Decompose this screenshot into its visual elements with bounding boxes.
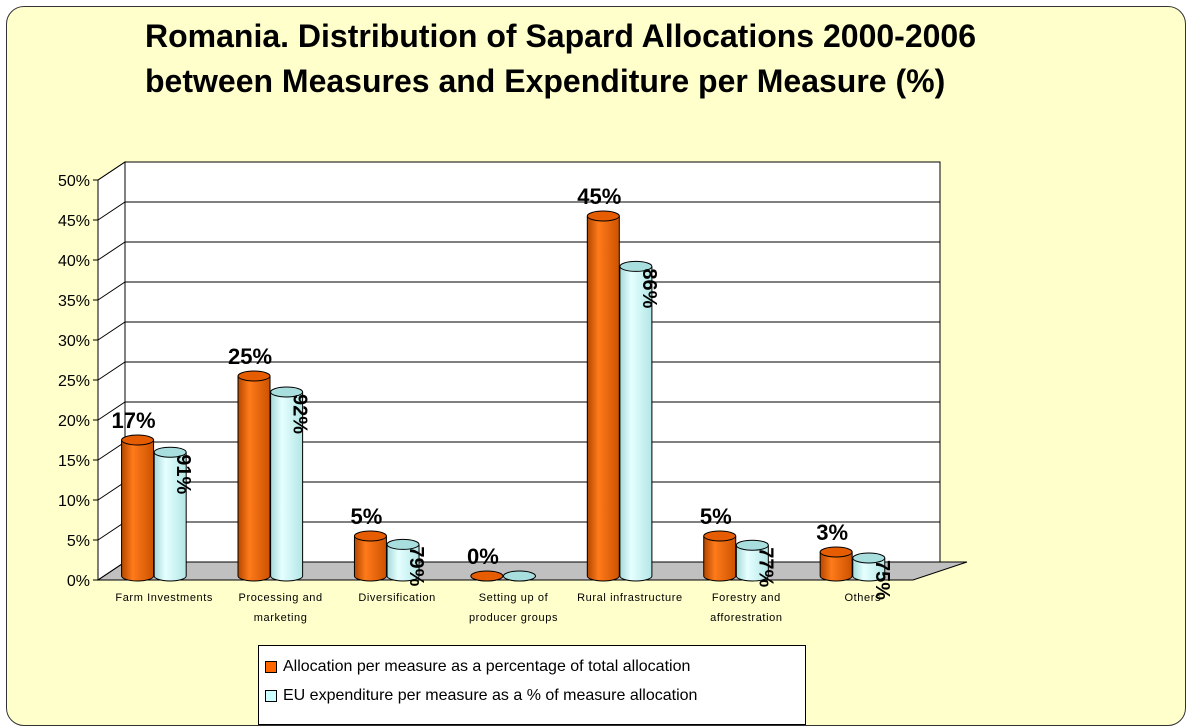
bar-cap xyxy=(735,539,769,551)
x-tick-label: Rural infrastructure xyxy=(577,592,683,604)
data-label: 17% xyxy=(112,408,156,433)
bar xyxy=(386,538,420,582)
y-tick-label: 0% xyxy=(67,573,90,590)
bar-cap xyxy=(586,210,620,222)
x-tick-label: Farm Investments xyxy=(115,592,214,604)
bar-outline xyxy=(270,392,304,582)
bar-outline xyxy=(586,216,620,582)
x-tick-label: Setting up of producer groups xyxy=(468,592,559,624)
bar xyxy=(852,552,886,582)
data-label: 79% xyxy=(405,546,427,586)
bar-cap xyxy=(386,538,420,550)
bar-cap xyxy=(270,386,304,398)
y-tick-label: 35% xyxy=(58,293,90,310)
data-label: 91% xyxy=(172,454,194,494)
bar xyxy=(703,530,737,582)
bar xyxy=(819,546,853,582)
bar-cap xyxy=(703,530,737,542)
y-tick-label: 40% xyxy=(58,253,90,270)
bar-cap xyxy=(619,260,653,272)
legend-item: Allocation per measure as a percentage o… xyxy=(259,652,805,681)
y-tick-label: 25% xyxy=(58,373,90,390)
data-label: 3% xyxy=(816,520,848,545)
bar-outline xyxy=(121,440,155,582)
bar-cap xyxy=(852,552,886,564)
data-label: 86% xyxy=(638,268,660,308)
bar xyxy=(502,570,536,582)
data-label: 92% xyxy=(289,394,311,434)
y-tick-label: 50% xyxy=(58,173,90,190)
bar xyxy=(121,434,155,582)
data-label: 0% xyxy=(467,544,499,569)
bar-outline xyxy=(735,545,769,582)
x-tick-label: Forestry and afforestration xyxy=(710,592,783,624)
y-tick-label: 5% xyxy=(67,533,90,550)
x-tick-label: Others xyxy=(844,592,882,604)
y-tick-label: 15% xyxy=(58,453,90,470)
data-label: 75% xyxy=(871,560,893,600)
bar-outline xyxy=(703,536,737,582)
legend-swatch xyxy=(265,689,277,702)
bar-cap xyxy=(819,546,853,558)
grid-line xyxy=(97,401,940,421)
grid-line xyxy=(97,281,940,301)
bar xyxy=(586,210,620,582)
bar-outline xyxy=(386,544,420,582)
data-label: 45% xyxy=(577,184,621,209)
bar-outline xyxy=(852,558,886,582)
bar-cap xyxy=(502,570,536,582)
bar xyxy=(619,260,653,582)
bar xyxy=(735,539,769,582)
bar xyxy=(353,530,387,582)
grid-line xyxy=(97,161,940,181)
legend-label: EU expenditure per measure as a % of mea… xyxy=(283,686,698,704)
bar xyxy=(153,446,187,582)
x-tick-label: Processing and marketing xyxy=(238,592,323,624)
grid-line xyxy=(97,321,940,341)
bar-cap xyxy=(237,370,271,382)
legend-item: EU expenditure per measure as a % of mea… xyxy=(259,681,805,710)
bar-outline xyxy=(153,452,187,582)
bar-cap xyxy=(121,434,155,446)
bar-outline xyxy=(619,266,653,582)
bar xyxy=(270,386,304,582)
bar xyxy=(237,370,271,582)
data-label: 5% xyxy=(351,504,383,529)
bar-outline xyxy=(819,552,853,582)
chart-title: Romania. Distribution of Sapard Allocati… xyxy=(145,18,977,99)
data-label: 5% xyxy=(700,504,732,529)
y-tick-label: 20% xyxy=(58,413,90,430)
legend-swatch xyxy=(265,660,277,673)
legend: Allocation per measure as a percentage o… xyxy=(258,645,806,725)
y-tick-label: 10% xyxy=(58,493,90,510)
bar-cap xyxy=(353,530,387,542)
x-tick-label: Diversification xyxy=(358,592,436,604)
grid-line xyxy=(97,241,940,261)
data-label: 25% xyxy=(228,344,272,369)
data-label: 77% xyxy=(754,547,776,587)
bar-cap xyxy=(153,446,187,458)
y-tick-label: 45% xyxy=(58,213,90,230)
grid-line xyxy=(97,201,940,221)
legend-label: Allocation per measure as a percentage o… xyxy=(283,657,691,675)
y-tick-label: 30% xyxy=(58,333,90,350)
grid-line xyxy=(97,361,940,381)
bar xyxy=(470,570,504,582)
bar-cap xyxy=(470,570,504,582)
bar-outline xyxy=(237,376,271,582)
bar-outline xyxy=(353,536,387,582)
